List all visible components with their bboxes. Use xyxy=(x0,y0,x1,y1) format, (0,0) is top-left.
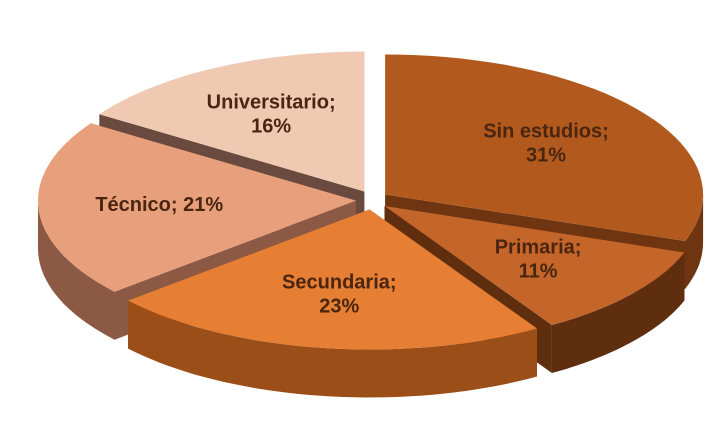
label-category: Primaria; xyxy=(495,237,582,259)
label-category: Sin estudios; xyxy=(483,121,609,143)
label-category: Secundaria; xyxy=(282,272,396,294)
label-category: Universitario; xyxy=(207,91,336,113)
slice-rim xyxy=(38,200,115,340)
label-value: 23% xyxy=(319,296,359,318)
slice xyxy=(99,51,365,192)
slice xyxy=(128,209,537,350)
labels: Sin estudios;31%Primaria;11%Secundaria;2… xyxy=(95,91,608,317)
slice xyxy=(38,123,356,292)
label-value: 11% xyxy=(519,261,558,283)
slice xyxy=(384,206,685,325)
slice-rim xyxy=(685,194,704,289)
slice-rim xyxy=(128,300,537,398)
slice-rim xyxy=(551,252,685,373)
data-label: Técnico; 21% xyxy=(95,194,223,216)
label-value: 31% xyxy=(526,145,566,167)
slice xyxy=(385,54,704,241)
label-value: 21% xyxy=(183,194,223,216)
label-category: Técnico; xyxy=(95,194,177,216)
label-value: 16% xyxy=(251,115,291,137)
tops xyxy=(38,51,704,350)
